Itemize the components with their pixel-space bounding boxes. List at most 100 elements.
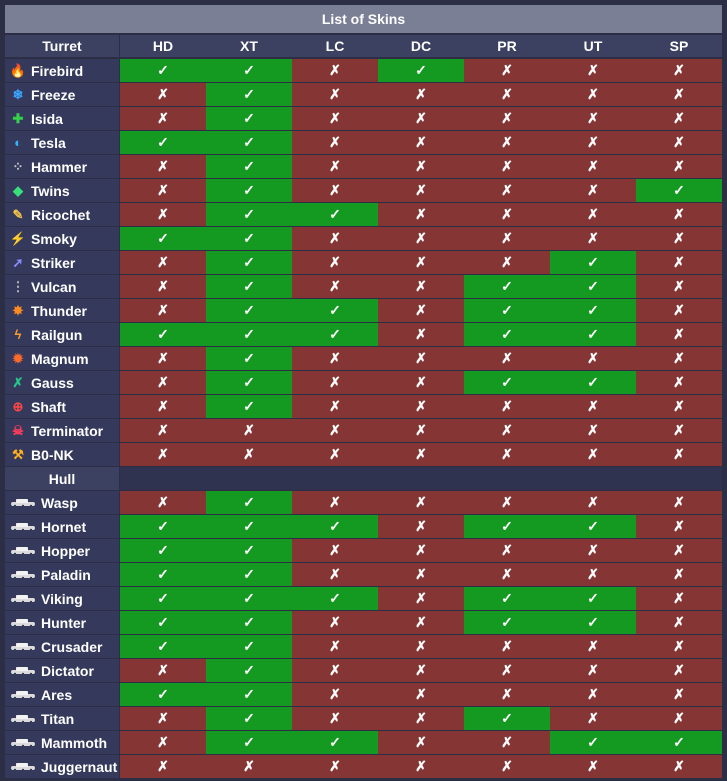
turret-row-name: ✚ Isida	[5, 107, 119, 130]
hull-row-label: Hopper	[41, 542, 90, 559]
skin-availability-cell: ✗	[120, 347, 206, 370]
skin-availability-cell: ✓	[464, 275, 550, 298]
skin-availability-cell: ✗	[378, 683, 464, 706]
skin-availability-cell: ✗	[292, 251, 378, 274]
turret-row-label: Freeze	[31, 86, 76, 103]
skin-availability-cell: ✓	[120, 635, 206, 658]
skin-availability-cell: ✗	[636, 563, 722, 586]
skin-availability-cell: ✗	[292, 707, 378, 730]
skin-availability-cell: ✗	[378, 419, 464, 442]
skin-availability-cell: ✗	[550, 419, 636, 442]
skin-availability-cell: ✗	[636, 275, 722, 298]
skin-availability-cell: ✓	[550, 371, 636, 394]
skin-availability-cell: ✓	[550, 515, 636, 538]
skull-icon: ☠	[12, 423, 24, 438]
column-header-sp: SP	[636, 35, 722, 57]
hull-row-label: Wasp	[41, 494, 78, 511]
skin-availability-cell: ✗	[292, 347, 378, 370]
hull-row-name: Hornet	[5, 515, 119, 538]
skin-availability-cell: ✓	[636, 179, 722, 202]
skin-availability-cell: ✗	[464, 443, 550, 466]
hull-row-name: Juggernaut	[5, 755, 119, 778]
explosion-icon: ✹	[12, 351, 24, 366]
hull-row-name: Crusader	[5, 635, 119, 658]
skin-availability-cell: ✗	[292, 635, 378, 658]
skin-availability-cell: ✗	[636, 299, 722, 322]
skin-availability-cell: ✗	[378, 323, 464, 346]
skin-availability-cell: ✓	[550, 251, 636, 274]
skin-availability-cell: ✗	[550, 683, 636, 706]
skin-availability-cell: ✗	[120, 395, 206, 418]
skin-availability-cell: ✗	[464, 107, 550, 130]
skin-availability-cell: ✗	[464, 131, 550, 154]
skin-availability-cell: ✗	[378, 635, 464, 658]
skin-availability-cell: ✓	[550, 611, 636, 634]
skin-availability-cell: ✗	[206, 755, 292, 778]
skin-availability-cell: ✗	[636, 443, 722, 466]
skin-availability-cell: ✗	[292, 563, 378, 586]
skin-availability-cell: ✓	[206, 227, 292, 250]
turret-row-name: ◆ Twins	[5, 179, 119, 202]
skin-availability-cell: ✗	[636, 83, 722, 106]
hornet-hull-icon	[9, 518, 37, 536]
hunter-hull-icon	[9, 614, 37, 632]
skin-availability-cell: ✗	[464, 683, 550, 706]
hammer-icon: ⚒	[12, 447, 24, 462]
skin-availability-cell: ✗	[292, 227, 378, 250]
skin-availability-cell: ✓	[120, 587, 206, 610]
skin-availability-cell: ✗	[120, 731, 206, 754]
hull-row-label: Mammoth	[41, 734, 108, 751]
turret-row-name: ⋮ Vulcan	[5, 275, 119, 298]
skin-availability-cell: ✗	[636, 395, 722, 418]
lightning-icon: ϟ	[14, 327, 22, 342]
skin-availability-cell: ✗	[120, 491, 206, 514]
turret-column-header: Turret	[5, 35, 119, 57]
skin-availability-cell: ✗	[636, 683, 722, 706]
skin-availability-cell: ✓	[206, 731, 292, 754]
skin-availability-cell: ✓	[636, 731, 722, 754]
skin-availability-cell: ✓	[206, 275, 292, 298]
column-header-dc: DC	[378, 35, 464, 57]
skin-availability-cell: ✗	[378, 203, 464, 226]
skin-availability-cell: ✓	[206, 659, 292, 682]
skin-availability-cell: ✓	[292, 731, 378, 754]
skin-availability-cell: ✓	[550, 275, 636, 298]
skin-availability-cell: ✓	[120, 611, 206, 634]
skin-availability-cell: ✗	[378, 347, 464, 370]
skin-availability-cell: ✗	[636, 515, 722, 538]
turret-row-name: ⚒ B0-NK	[5, 443, 119, 466]
skin-availability-cell: ✗	[206, 419, 292, 442]
turret-row-label: Shaft	[31, 398, 66, 415]
turret-row-label: Magnum	[31, 350, 89, 367]
turret-row-label: Vulcan	[31, 278, 77, 295]
mammoth-hull-icon	[9, 734, 37, 752]
skin-availability-cell: ✗	[464, 347, 550, 370]
hull-row-label: Titan	[41, 710, 75, 727]
skin-availability-cell: ✗	[378, 731, 464, 754]
skin-availability-cell: ✗	[550, 107, 636, 130]
skin-availability-cell: ✓	[120, 227, 206, 250]
skin-availability-cell: ✗	[120, 155, 206, 178]
skin-availability-cell: ✗	[464, 395, 550, 418]
skin-availability-cell: ✓	[206, 299, 292, 322]
turret-row-name: 🔥 Firebird	[5, 59, 119, 82]
hull-row-name: Mammoth	[5, 731, 119, 754]
skin-availability-cell: ✗	[292, 755, 378, 778]
juggernaut-hull-icon	[9, 758, 37, 776]
skin-availability-cell: ✗	[464, 635, 550, 658]
wasp-hull-icon	[9, 494, 37, 512]
turret-row-name: ➚ Striker	[5, 251, 119, 274]
hull-row-label: Hunter	[41, 614, 87, 631]
skin-availability-cell: ✓	[550, 587, 636, 610]
skin-availability-cell: ✗	[464, 155, 550, 178]
turret-row-label: Smoky	[31, 230, 77, 247]
skin-availability-cell: ✗	[636, 707, 722, 730]
skin-availability-cell: ✗	[378, 179, 464, 202]
turret-row-label: Twins	[31, 182, 70, 199]
skin-availability-cell: ✗	[636, 59, 722, 82]
skin-availability-cell: ✗	[120, 275, 206, 298]
ricochet-icon: ✎	[12, 207, 24, 222]
skin-availability-cell: ✗	[292, 539, 378, 562]
hull-row-label: Crusader	[41, 638, 103, 655]
skin-availability-cell: ✗	[120, 659, 206, 682]
